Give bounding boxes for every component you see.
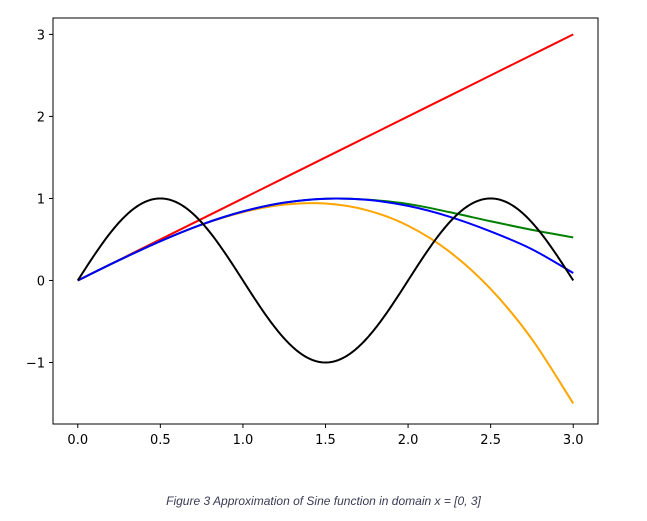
figure-caption: Figure 3 Approximation of Sine function … xyxy=(166,494,481,508)
series-line-black xyxy=(76,197,575,364)
y-tick-label: 3 xyxy=(37,28,45,43)
series-line-red xyxy=(77,33,574,282)
x-tick-label: 2.0 xyxy=(398,433,419,448)
series-line-blue xyxy=(77,197,574,282)
x-tick-label: 3.0 xyxy=(563,433,584,448)
x-tick-label: 0.0 xyxy=(67,433,88,448)
y-tick-label: 0 xyxy=(37,274,45,289)
y-tick-label: −1 xyxy=(26,356,45,371)
y-axis: −1 0 1 2 3 xyxy=(26,28,53,371)
y-tick-label: 1 xyxy=(37,192,45,207)
series-line-orange xyxy=(77,202,575,405)
x-tick-label: 1.0 xyxy=(233,433,254,448)
plot-curves xyxy=(76,33,575,405)
series-line-green xyxy=(77,197,574,282)
x-tick-label: 0.5 xyxy=(150,433,171,448)
x-tick-label: 2.5 xyxy=(480,433,501,448)
x-axis: 0.0 0.5 1.0 1.5 2.0 2.5 3.0 xyxy=(67,424,584,448)
x-tick-label: 1.5 xyxy=(315,433,336,448)
y-tick-label: 2 xyxy=(37,110,45,125)
